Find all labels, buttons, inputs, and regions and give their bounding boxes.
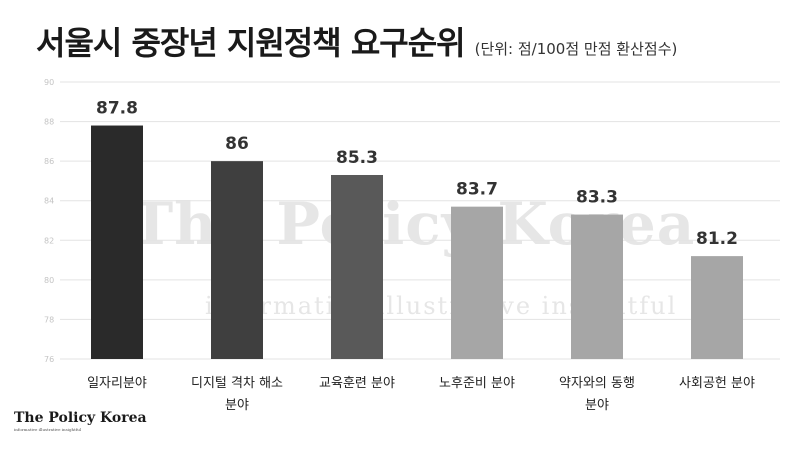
y-tick-label: 90 <box>44 78 54 87</box>
x-tick-label: 사회공헌 분야 <box>679 376 755 391</box>
x-tick-label: 분야 <box>585 398 609 413</box>
y-tick-label: 86 <box>44 157 54 166</box>
bar <box>451 206 503 359</box>
x-tick-label: 노후준비 분야 <box>439 376 515 391</box>
x-tick-label: 일자리분야 <box>87 376 147 391</box>
y-tick-label: 88 <box>44 118 54 127</box>
title-row: 서울시 중장년 지원정책 요구순위 (단위: 점/100점 만점 환산점수) <box>36 18 677 64</box>
x-tick-label: 분야 <box>225 398 249 413</box>
bar <box>691 256 743 359</box>
bar <box>571 214 623 359</box>
y-tick-label: 76 <box>44 355 54 364</box>
x-tick-label: 교육훈련 분야 <box>319 376 395 391</box>
data-label: 87.8 <box>96 99 138 119</box>
data-label: 83.7 <box>456 180 498 200</box>
x-tick-label: 약자와의 동행 <box>559 375 635 391</box>
bar <box>91 125 143 360</box>
data-label: 83.3 <box>576 188 618 208</box>
data-label: 81.2 <box>696 229 738 249</box>
brand-logo: The Policy Korea informative illustrativ… <box>14 410 147 432</box>
chart-subtitle: (단위: 점/100점 만점 환산점수) <box>474 40 678 58</box>
y-tick-label: 80 <box>44 276 54 285</box>
y-tick-label: 82 <box>44 236 54 245</box>
x-tick-label: 디지털 격차 해소 <box>191 376 283 391</box>
data-label: 85.3 <box>336 148 378 168</box>
logo-tagline: informative illustrative insightful <box>14 427 82 432</box>
y-tick-label: 84 <box>44 197 54 206</box>
y-tick-label: 78 <box>44 315 54 324</box>
bar <box>211 161 263 359</box>
chart-title: 서울시 중장년 지원정책 요구순위 <box>36 24 466 62</box>
data-label: 86 <box>225 134 249 154</box>
logo-text: The Policy Korea <box>14 410 147 426</box>
bar <box>331 174 383 359</box>
